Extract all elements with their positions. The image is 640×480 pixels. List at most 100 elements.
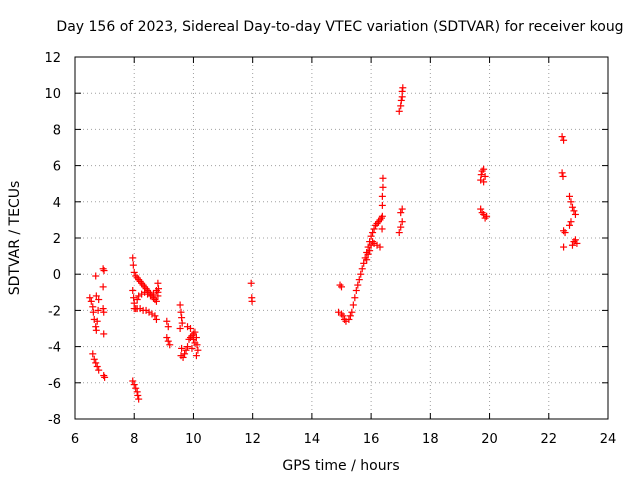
data-point [363,256,371,264]
data-point [247,279,255,287]
data-point [154,288,162,296]
data-point [152,315,160,323]
data-point [480,165,488,173]
data-point [349,301,357,309]
data-point [568,203,576,211]
data-point [129,377,137,385]
y-tick-label: -8 [48,413,61,428]
data-point [480,178,488,186]
x-tick-label: 6 [71,432,79,447]
data-point [191,328,199,336]
data-point [336,281,344,289]
x-tick-label: 24 [600,432,617,447]
data-point [355,276,363,284]
x-tick-label: 14 [304,432,321,447]
data-point [133,296,141,304]
data-point [179,353,187,361]
data-point [379,183,387,191]
data-point [398,218,406,226]
chart-title: Day 156 of 2023, Sidereal Day-to-day VTE… [56,19,623,35]
data-point [100,267,108,275]
data-point [101,373,109,381]
data-point [92,326,100,334]
data-point [164,323,172,331]
data-point [399,84,407,92]
data-point [378,192,386,200]
data-point [189,335,197,343]
data-point [378,201,386,209]
data-point [100,330,108,338]
data-point [93,317,101,325]
y-tick-label: -4 [48,341,61,356]
data-point [567,198,575,206]
data-point [191,339,199,347]
x-tick-label: 20 [481,432,498,447]
data-point [559,172,567,180]
grid [75,57,608,419]
data-point [477,205,485,213]
data-point [351,294,359,302]
data-point [178,319,186,327]
data-point [358,265,366,273]
x-axis-title: GPS time / hours [282,458,399,474]
data-point [348,308,356,316]
data-point [560,227,568,235]
data-point [354,281,362,289]
y-tick-label: -2 [48,304,61,319]
data-point [151,312,159,320]
data-point [163,334,171,342]
data-point [370,225,378,233]
data-point [130,268,138,276]
data-point [92,359,100,367]
data-point [367,232,375,240]
y-tick-label: 4 [53,196,61,211]
data-point [398,205,406,213]
y-tick-label: 2 [53,232,61,247]
x-tick-label: 8 [130,432,138,447]
data-point [566,192,574,200]
data-point [192,352,200,360]
data-point [154,279,162,287]
data-point [477,171,485,179]
data-point [560,136,568,144]
data-point [135,395,143,403]
data-point [352,286,360,294]
data-point [483,212,491,220]
data-point [346,312,354,320]
data-point [558,133,566,141]
data-point [366,247,374,255]
data-point [130,381,138,389]
axis-ticks [74,56,609,420]
data-point [573,239,581,247]
data-point [558,169,566,177]
data-point [560,243,568,251]
data-point [345,315,353,323]
x-tick-label: 18 [422,432,439,447]
data-point [357,270,365,278]
x-tick-label: 22 [541,432,558,447]
data-point [89,350,97,358]
data-point [395,107,403,115]
data-point [188,344,196,352]
data-point [129,254,137,262]
data-point [360,259,368,267]
y-tick-label: 12 [44,51,61,66]
y-tick-label: -6 [48,377,61,392]
data-point [166,341,174,349]
plot-frame [74,56,609,420]
data-point [568,241,576,249]
data-point [152,297,160,305]
data-point [100,308,108,316]
data-point [92,292,100,300]
y-tick-label: 10 [44,87,61,102]
data-point [178,344,186,352]
data-point [181,350,189,358]
data-point [338,283,345,291]
data-point [92,272,100,280]
data-point [184,343,192,351]
data-point [99,265,107,273]
data-point [90,355,98,363]
data-point [94,306,102,314]
data-point [86,294,94,302]
data-point [378,212,386,220]
